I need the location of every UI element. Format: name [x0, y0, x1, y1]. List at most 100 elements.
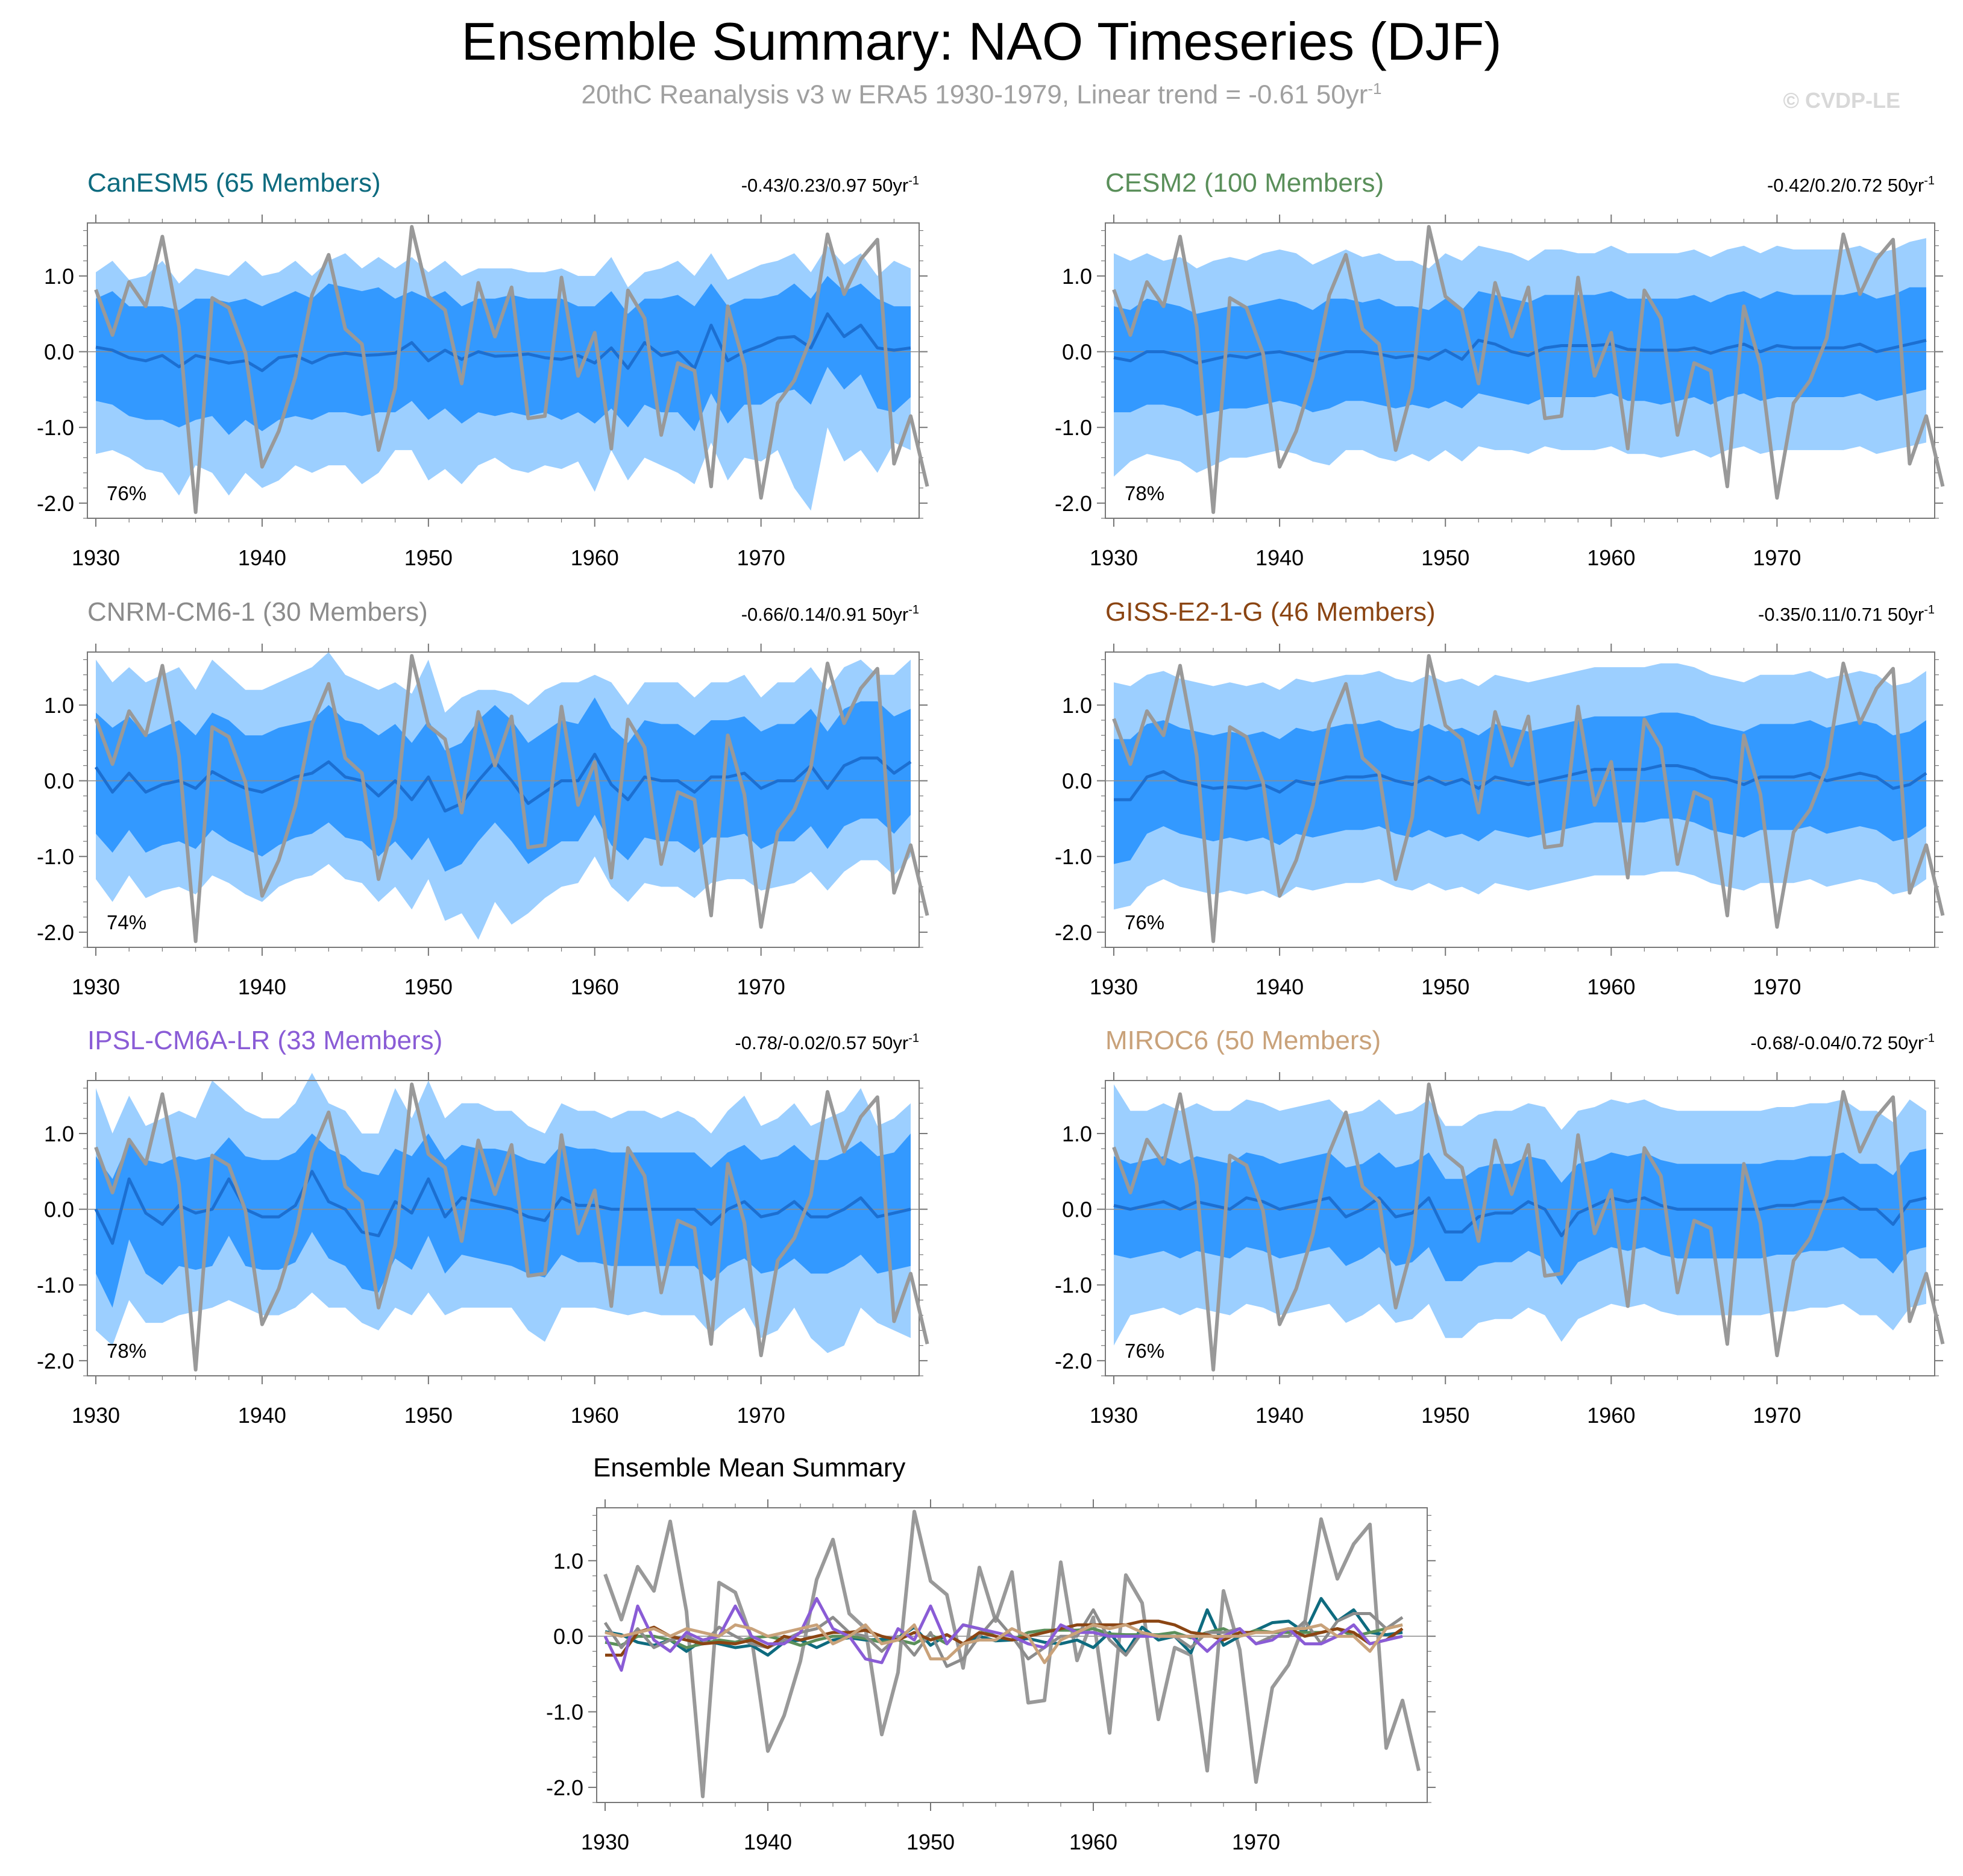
x-tick-label: 1970 — [1232, 1830, 1280, 1854]
y-tick-label: 0.0 — [44, 769, 74, 794]
observed-line — [94, 1082, 929, 1372]
trend-superscript: -1 — [1924, 603, 1935, 616]
y-tick-label: 0.0 — [44, 340, 74, 365]
y-tick-label: 0.0 — [553, 1624, 583, 1649]
x-tick-label: 1970 — [737, 545, 785, 570]
panel-1: -2.0 -1.0 0.0 1.0 1930 1940 1950 1960 1970 CanESM… — [37, 168, 929, 570]
panel-4: -2.0 -1.0 0.0 1.0 1930 1940 1950 1960 1970 GISS-E… — [1055, 597, 1945, 999]
observed-line — [94, 654, 929, 943]
x-tick-label: 1970 — [1753, 545, 1801, 570]
ensemble-mean-canesm5 — [605, 1597, 1403, 1657]
observed-line — [94, 225, 929, 514]
y-tick-label: -1.0 — [1055, 1273, 1092, 1297]
x-tick-label: 1940 — [238, 974, 286, 999]
plot-frame — [1105, 651, 1935, 948]
plot-frame — [87, 1080, 920, 1376]
x-tick-label: 1940 — [744, 1830, 792, 1854]
trend-superscript: -1 — [908, 1032, 919, 1045]
plot-frame — [87, 651, 920, 948]
panel-title: IPSL-CM6A-LR (33 Members) — [87, 1026, 442, 1055]
percent-label: 74% — [107, 911, 146, 933]
y-tick-label: -1.0 — [546, 1700, 583, 1725]
y-tick-label: 1.0 — [44, 1122, 74, 1146]
panel-title: MIROC6 (50 Members) — [1105, 1026, 1381, 1055]
y-tick-label: -2.0 — [546, 1775, 583, 1800]
y-tick-label: -1.0 — [37, 844, 74, 869]
x-tick-label: 1940 — [1255, 1403, 1304, 1428]
x-tick-label: 1930 — [72, 974, 120, 999]
x-tick-label: 1970 — [1753, 974, 1801, 999]
y-tick-label: 0.0 — [1062, 1197, 1092, 1222]
inner-spread-band — [1114, 712, 1926, 864]
trend-label: -0.78/-0.02/0.57 50yr-1 — [735, 1032, 919, 1053]
ensemble-mean-line — [1113, 339, 1927, 365]
observed-line — [1112, 654, 1945, 943]
x-tick-label: 1960 — [571, 1403, 619, 1428]
y-tick-label: -1.0 — [1055, 844, 1092, 869]
inner-spread-band — [96, 697, 911, 872]
x-tick-label: 1930 — [1090, 974, 1138, 999]
y-tick-label: -1.0 — [37, 415, 74, 440]
x-tick-label: 1930 — [1090, 545, 1138, 570]
trend-superscript: -1 — [1924, 1032, 1935, 1045]
x-tick-label: 1930 — [72, 545, 120, 570]
x-tick-label: 1950 — [404, 1403, 453, 1428]
panel-5: -2.0 -1.0 0.0 1.0 1930 1940 1950 1960 1970 IPSL-C… — [37, 1026, 929, 1428]
x-tick-label: 1950 — [906, 1830, 955, 1854]
figure-subtitle: 20thC Reanalysis v3 w ERA5 1930-1979, Li… — [0, 80, 1963, 110]
panel-2: -2.0 -1.0 0.0 1.0 1930 1940 1950 1960 1970 CESM2 … — [1055, 168, 1945, 570]
x-tick-label: 1930 — [1090, 1403, 1138, 1428]
ensemble-mean-line — [94, 753, 912, 813]
x-tick-label: 1930 — [581, 1830, 629, 1854]
credit-watermark: © CVDP-LE — [1783, 88, 1900, 113]
panel-title: CNRM-CM6-1 (30 Members) — [87, 597, 428, 627]
x-tick-label: 1950 — [1421, 545, 1469, 570]
trend-value: -0.68/-0.04/0.72 50yr — [1750, 1032, 1924, 1053]
y-tick-label: -2.0 — [1055, 1349, 1092, 1373]
panel-ensemble-mean-summary: -2.0 -1.0 0.0 1.0 1930 1940 1950 1960 1970 Ensemb… — [546, 1453, 1436, 1854]
y-tick-label: -2.0 — [1055, 920, 1092, 945]
inner-spread-band — [1114, 1149, 1926, 1285]
trend-label: -0.42/0.2/0.72 50yr-1 — [1767, 174, 1935, 196]
y-tick-label: -2.0 — [37, 920, 74, 945]
x-tick-label: 1960 — [1587, 1403, 1635, 1428]
inner-spread-band — [96, 1133, 911, 1308]
trend-label: -0.68/-0.04/0.72 50yr-1 — [1750, 1032, 1935, 1053]
x-tick-label: 1970 — [737, 974, 785, 999]
y-tick-label: 0.0 — [44, 1197, 74, 1222]
observed-line — [1112, 225, 1945, 514]
plot-frame — [1105, 222, 1935, 519]
x-tick-label: 1960 — [1587, 545, 1635, 570]
y-tick-label: -2.0 — [37, 491, 74, 516]
x-tick-label: 1940 — [238, 545, 286, 570]
x-tick-label: 1970 — [737, 1403, 785, 1428]
panel-title: CESM2 (100 Members) — [1105, 168, 1384, 198]
panel-title: GISS-E2-1-G (46 Members) — [1105, 597, 1436, 627]
panel-title: CanESM5 (65 Members) — [87, 168, 381, 198]
x-tick-label: 1950 — [1421, 1403, 1469, 1428]
figure-title: Ensemble Summary: NAO Timeseries (DJF) — [461, 11, 1502, 71]
y-tick-label: 1.0 — [553, 1549, 583, 1573]
y-tick-label: -2.0 — [37, 1349, 74, 1373]
x-tick-label: 1950 — [404, 545, 453, 570]
x-tick-label: 1950 — [1421, 974, 1469, 999]
x-tick-label: 1950 — [404, 974, 453, 999]
x-tick-label: 1960 — [1587, 974, 1635, 999]
x-tick-label: 1960 — [1069, 1830, 1117, 1854]
y-tick-label: -1.0 — [37, 1273, 74, 1297]
trend-value: -0.35/0.11/0.71 50yr — [1758, 604, 1924, 625]
x-tick-label: 1930 — [72, 1403, 120, 1428]
x-tick-label: 1940 — [1255, 974, 1304, 999]
y-tick-label: 1.0 — [44, 693, 74, 718]
percent-label: 78% — [1125, 482, 1164, 504]
ensemble-mean-line — [1114, 764, 1927, 802]
observed-line — [603, 1510, 1421, 1798]
y-tick-label: -1.0 — [1055, 415, 1092, 440]
percent-label: 76% — [1125, 911, 1164, 933]
plot-frame — [596, 1507, 1428, 1803]
trend-value: -0.66/0.14/0.91 50yr — [741, 604, 908, 625]
ensemble-mean-line — [94, 1170, 911, 1245]
percent-label: 76% — [107, 482, 146, 504]
